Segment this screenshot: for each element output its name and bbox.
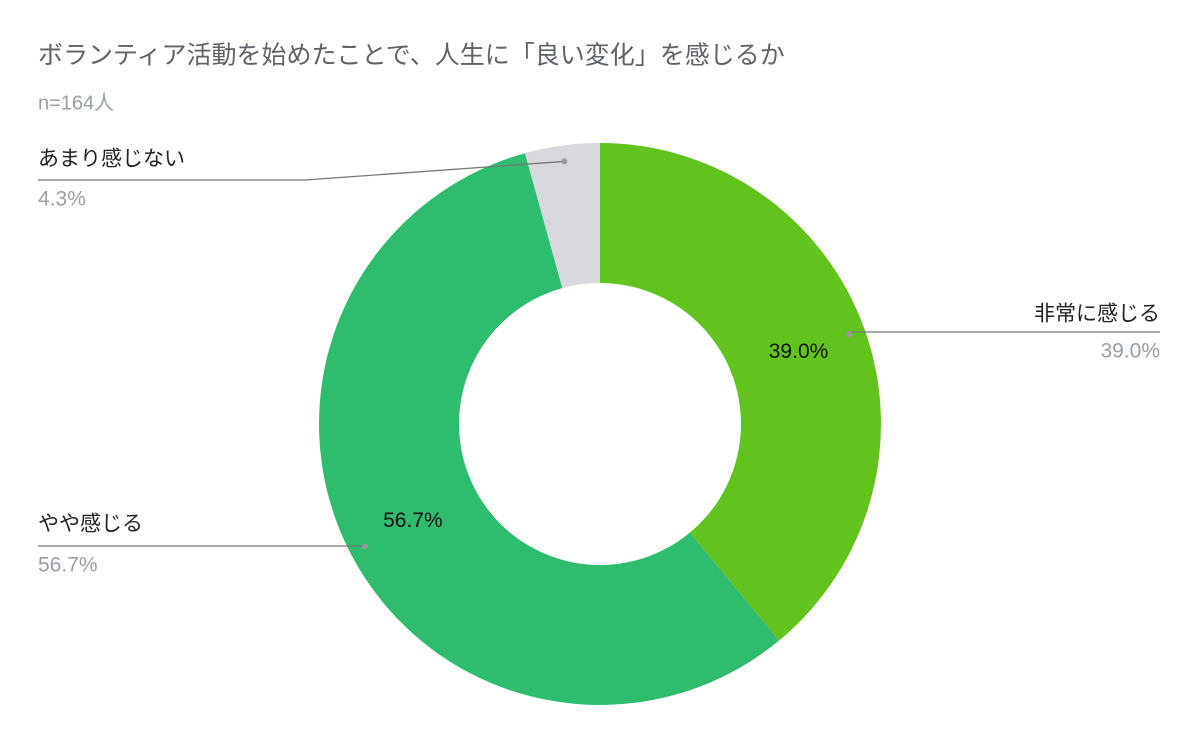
donut-slice [319, 153, 780, 706]
slice-label: 39.0% [769, 340, 829, 363]
legend-label: あまり感じない [38, 148, 185, 171]
legend-value: 39.0% [1100, 340, 1160, 363]
donut-slice [600, 143, 881, 641]
legend-label: やや感じる [38, 513, 143, 536]
leader-dot [846, 331, 853, 338]
legend-label: 非常に感じる [1034, 303, 1160, 326]
leader-line [38, 545, 366, 548]
leader-line [848, 331, 1160, 335]
leader-dot [561, 158, 568, 165]
chart-subtitle: n=164人 [38, 91, 114, 114]
legend-value: 4.3% [38, 188, 86, 211]
leader-line [38, 160, 565, 181]
slice-label: 56.7% [383, 509, 443, 532]
chart-title: ボランティア活動を始めたことで、人生に「良い変化」を感じるか [38, 42, 785, 70]
donut-slice [525, 143, 600, 289]
legend-value: 56.7% [38, 554, 98, 577]
leader-dot [362, 543, 369, 550]
